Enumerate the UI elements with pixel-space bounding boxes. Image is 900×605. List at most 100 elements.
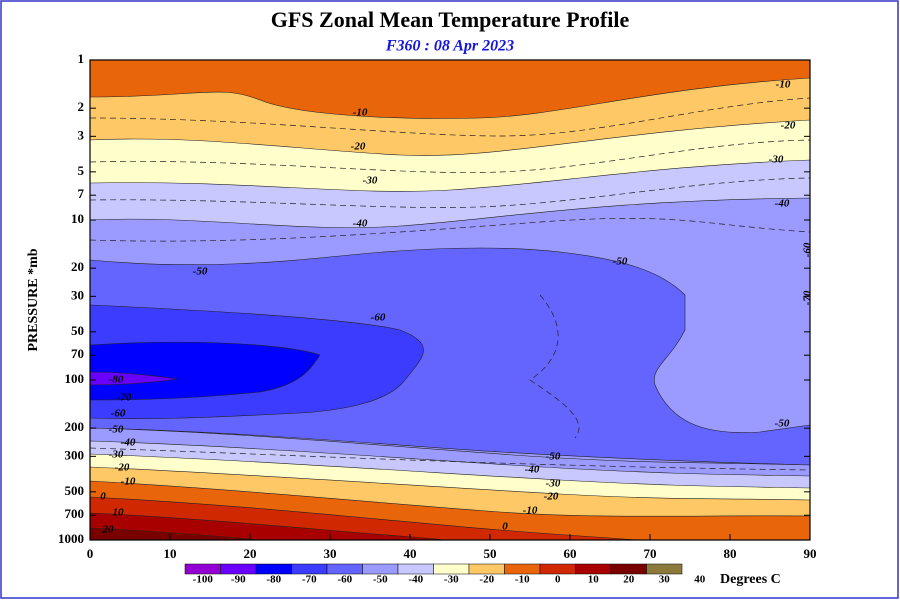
contour-label: -20	[544, 491, 559, 503]
contour-label: -20	[115, 462, 130, 474]
contour-label: -30	[546, 478, 561, 490]
y-tick-label: 2	[78, 99, 85, 114]
contour-label: -50	[193, 266, 208, 278]
contour-label: -60	[371, 312, 386, 324]
contours	[90, 60, 810, 540]
colorbar-label: -40	[408, 574, 423, 586]
x-tick-label: 80	[724, 546, 737, 561]
colorbar-swatch	[184, 563, 221, 575]
x-tick-label: 30	[324, 546, 337, 561]
y-tick-label: 70	[71, 346, 84, 361]
y-tick-label: 3	[78, 127, 85, 142]
y-tick-label: 300	[65, 447, 85, 462]
colorbar-title: Degrees C	[720, 572, 781, 587]
x-tick-label: 90	[804, 546, 817, 561]
y-tick-label: 1000	[58, 531, 84, 546]
x-tick-label: 60	[564, 546, 577, 561]
contour-label: -40	[121, 437, 136, 449]
x-tick-label: 50	[484, 546, 497, 561]
colorbar-swatch	[610, 563, 647, 575]
contour-label: -50	[546, 451, 561, 463]
contour-dash	[529, 294, 580, 439]
colorbar-label: 30	[659, 574, 671, 586]
y-tick-label: 1	[78, 51, 85, 66]
contour-label: -50	[109, 424, 124, 436]
colorbar-swatch	[291, 563, 328, 575]
contour-label: -50	[613, 256, 628, 268]
contour-label: 20	[102, 524, 115, 536]
colorbar-label: -70	[302, 574, 317, 586]
contour-label: -10	[523, 505, 538, 517]
contour-label: -30	[769, 154, 784, 166]
colorbar-swatch	[539, 563, 576, 575]
contour-label: -80	[109, 374, 124, 386]
contour-label: -10	[353, 107, 368, 119]
contour-label: -30	[109, 449, 124, 461]
chart-title: GFS Zonal Mean Temperature Profile	[271, 7, 630, 32]
y-tick-label: 30	[71, 287, 84, 302]
contour-label: -70	[117, 392, 132, 404]
colorbar-label: -60	[337, 574, 352, 586]
contour-label: -30	[363, 175, 378, 187]
colorbar-swatch	[220, 563, 257, 575]
colorbar-swatch	[433, 563, 470, 575]
contour-label: -60	[802, 242, 814, 257]
contour-label: -50	[775, 418, 790, 430]
contour-label: -40	[353, 218, 368, 230]
contour-label: -20	[351, 141, 366, 153]
contour-label: 0	[100, 491, 106, 503]
contour-band	[90, 341, 321, 401]
colorbar-swatch	[646, 563, 683, 575]
y-tick-label: 100	[65, 371, 85, 386]
colorbar-label: -100	[193, 574, 214, 586]
x-tick-label: 40	[404, 546, 417, 561]
colorbar-swatch	[575, 563, 612, 575]
contour-label: -20	[781, 120, 796, 132]
plot-border	[89, 59, 811, 541]
colorbar-label: -30	[444, 574, 459, 586]
y-tick-label: 5	[78, 163, 85, 178]
colorbar-swatch	[255, 563, 292, 575]
contour-label: -10	[121, 476, 136, 488]
y-tick-label: 700	[65, 506, 85, 521]
colorbar-label: 40	[694, 574, 706, 586]
y-tick-label: 500	[65, 483, 85, 498]
x-tick-label: 0	[87, 546, 94, 561]
y-tick-label: 200	[65, 419, 85, 434]
contour-label: -70	[802, 290, 814, 305]
x-tick-label: 10	[164, 546, 177, 561]
colorbar-label: 0	[555, 574, 561, 586]
contour-dash	[90, 447, 810, 471]
y-tick-label: 50	[71, 323, 84, 338]
contour-label: 10	[113, 507, 125, 519]
contour-band	[90, 371, 179, 386]
contour-label: 0	[502, 521, 508, 533]
colorbar-label: -20	[479, 574, 494, 586]
y-axis-label: PRESSURE *mb	[26, 248, 41, 351]
contour-label: -10	[776, 79, 791, 91]
contour-label: -40	[525, 464, 540, 476]
colorbar-swatch	[362, 563, 399, 575]
colorbar-swatch	[326, 563, 363, 575]
colorbar-swatch	[468, 563, 505, 575]
colorbar-label: -80	[266, 574, 281, 586]
contour-dash	[90, 139, 810, 173]
contour-dash	[90, 177, 810, 208]
colorbar-label: -90	[231, 574, 246, 586]
x-tick-label: 20	[244, 546, 257, 561]
chart-subtitle: F360 : 08 Apr 2023	[385, 38, 514, 55]
contour-dash	[90, 97, 810, 137]
colorbar-swatch	[397, 563, 434, 575]
contour-label: -60	[111, 408, 126, 420]
colorbar-label: 20	[623, 574, 635, 586]
x-tick-label: 70	[644, 546, 657, 561]
y-tick-label: 7	[78, 186, 85, 201]
colorbar-swatch	[504, 563, 541, 575]
y-tick-label: 10	[71, 211, 84, 226]
contour-dash	[90, 218, 810, 242]
plot-area: -10-20-30-40-50-60-80-70-60-50-40-30-20-…	[89, 59, 814, 541]
contour-band	[90, 527, 263, 540]
colorbar-label: 10	[588, 574, 600, 586]
y-tick-label: 20	[71, 259, 84, 274]
